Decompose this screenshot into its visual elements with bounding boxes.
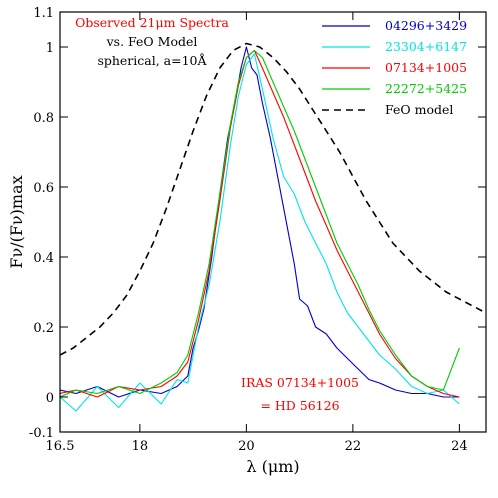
annotation-line-1: IRAS 07134+1005 <box>241 375 359 390</box>
legend-entry: FeO model <box>385 102 453 117</box>
x-tick-label: 18 <box>132 439 149 454</box>
y-tick-label: 0.4 <box>33 251 54 266</box>
y-tick-label: -0.1 <box>29 426 54 441</box>
series-line-22272-5425 <box>60 49 460 398</box>
y-tick-label: 1.1 <box>33 6 54 21</box>
chart-subtitle-line-1: vs. FeO Model <box>106 34 198 49</box>
legend-entry: 23304+6147 <box>385 39 467 54</box>
series-line-07134-1005 <box>60 49 460 398</box>
series-line-feo-model <box>60 42 486 356</box>
series-layer <box>60 42 486 412</box>
x-tick-label: 16.5 <box>46 439 75 454</box>
legend: 04296+3429 23304+6147 07134+1005 22272+5425… <box>322 18 467 117</box>
series-line-23304-6147 <box>60 53 460 412</box>
plot-frame <box>59 11 487 433</box>
x-tick-label: 22 <box>345 439 362 454</box>
y-tick-label: 0.8 <box>33 111 54 126</box>
y-tick-label: 1 <box>46 41 54 56</box>
x-axis-label: λ (μm) <box>246 457 299 476</box>
legend-entry: 07134+1005 <box>385 60 467 75</box>
legend-entry: 22272+5425 <box>385 81 467 96</box>
y-tick-label: 0.6 <box>33 181 54 196</box>
legend-entry: 04296+3429 <box>385 18 467 33</box>
y-tick-label: 0 <box>46 391 54 406</box>
chart-title: Observed 21μm Spectra <box>75 15 229 30</box>
ticks-layer: 16.5 18 20 22 24 -0.1 0 0.2 0.4 0.6 0.8 1 1.1 <box>29 6 486 454</box>
annotation-line-2: = HD 56126 <box>260 398 339 413</box>
y-axis-label: Fν/(Fν)max <box>7 175 26 268</box>
x-tick-label: 20 <box>238 439 255 454</box>
chart-subtitle-line-2: spherical, a=10Å <box>97 53 207 68</box>
x-tick-label: 24 <box>451 439 468 454</box>
series-line-04296-3429 <box>60 46 460 398</box>
y-tick-label: 0.2 <box>33 321 54 336</box>
